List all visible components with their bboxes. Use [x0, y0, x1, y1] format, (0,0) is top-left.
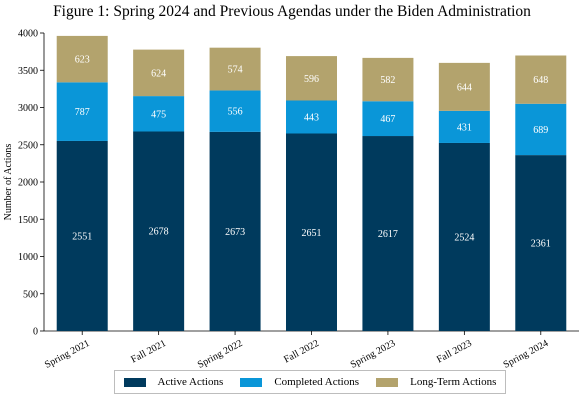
- bar-segment: [56, 82, 108, 141]
- bar-segment: [286, 56, 337, 101]
- bar-segment: [438, 110, 490, 143]
- legend-swatch-long-term: [376, 377, 399, 387]
- data-label: 582: [380, 75, 395, 86]
- data-label: 556: [228, 107, 243, 118]
- bar-segment: [438, 62, 490, 111]
- labels: 2551 787 623 2678 475 624 2673 556 574 2651 443 596…: [72, 55, 551, 250]
- data-label: 2524: [454, 232, 474, 243]
- legend-swatch-active: [123, 377, 146, 387]
- data-label: 2651: [302, 228, 322, 239]
- legend-swatch-completed: [240, 377, 263, 387]
- data-label: 2551: [72, 231, 92, 242]
- data-label: 2678: [149, 227, 169, 238]
- legend-label-completed: Completed Actions: [274, 376, 359, 388]
- data-label: 431: [457, 122, 472, 133]
- y-tick-label: 2000: [18, 178, 38, 189]
- data-label: 596: [304, 74, 319, 85]
- legend-item-completed: Completed Actions: [240, 376, 359, 388]
- bar-segment: [515, 103, 567, 156]
- bar-segment: [133, 96, 185, 132]
- data-label: 623: [75, 55, 90, 66]
- data-label: 443: [304, 112, 319, 123]
- bar-segment: [209, 47, 261, 91]
- bar-segment: [209, 90, 261, 132]
- y-tick-label: 0: [33, 327, 38, 338]
- data-label: 475: [151, 109, 166, 120]
- x-tick-label: Fall 2021: [129, 338, 168, 366]
- data-label: 2361: [531, 239, 551, 250]
- bar-segment: [133, 131, 185, 331]
- legend-label-long-term: Long-Term Actions: [410, 376, 497, 388]
- legend-item-long-term: Long-Term Actions: [376, 376, 496, 388]
- bar-segment: [515, 55, 567, 104]
- chart-title: Figure 1: Spring 2024 and Previous Agend…: [53, 3, 531, 20]
- bar-segment: [362, 101, 414, 137]
- x-tick-label: Fall 2022: [282, 338, 321, 366]
- y-tick-label: 1500: [18, 215, 38, 226]
- bar-segment: [209, 131, 261, 331]
- bars: [56, 35, 567, 331]
- data-label: 648: [533, 75, 548, 86]
- bar-segment: [438, 142, 490, 331]
- y-tick-label: 2500: [18, 140, 38, 151]
- legend: Active Actions Completed Actions Long-Te…: [114, 370, 506, 394]
- data-label: 467: [380, 114, 395, 125]
- y-tick-label: 3500: [18, 66, 38, 77]
- data-label: 644: [457, 82, 472, 93]
- bar-segment: [56, 35, 108, 83]
- y-axis-label: Number of Actions: [3, 144, 14, 221]
- bar-segment: [56, 140, 108, 331]
- legend-label-active: Active Actions: [157, 376, 224, 388]
- x-tick-label: Spring 2022: [196, 338, 245, 371]
- data-label: 2617: [378, 229, 398, 240]
- y-tick-label: 500: [23, 289, 38, 300]
- data-label: 624: [151, 68, 166, 79]
- bar-segment: [133, 49, 185, 97]
- y-tick-label: 3000: [18, 103, 38, 114]
- data-label: 574: [228, 65, 243, 76]
- x-tick-label: Spring 2023: [349, 338, 398, 371]
- bar-segment: [362, 136, 414, 331]
- bar-segment: [515, 155, 567, 331]
- x-tick-label: Spring 2021: [43, 338, 92, 371]
- data-label: 787: [75, 107, 90, 118]
- x-tick-label: Fall 2023: [435, 338, 474, 366]
- y-tick-label: 4000: [18, 29, 38, 40]
- bar-segment: [286, 133, 337, 331]
- y-tick-label: 1000: [18, 252, 38, 263]
- data-label: 2673: [225, 227, 245, 238]
- bar-segment: [286, 100, 337, 134]
- x-tick-label: Spring 2024: [502, 338, 551, 371]
- data-label: 689: [533, 125, 548, 136]
- bar-segment: [362, 57, 414, 102]
- legend-item-active: Active Actions: [123, 376, 224, 388]
